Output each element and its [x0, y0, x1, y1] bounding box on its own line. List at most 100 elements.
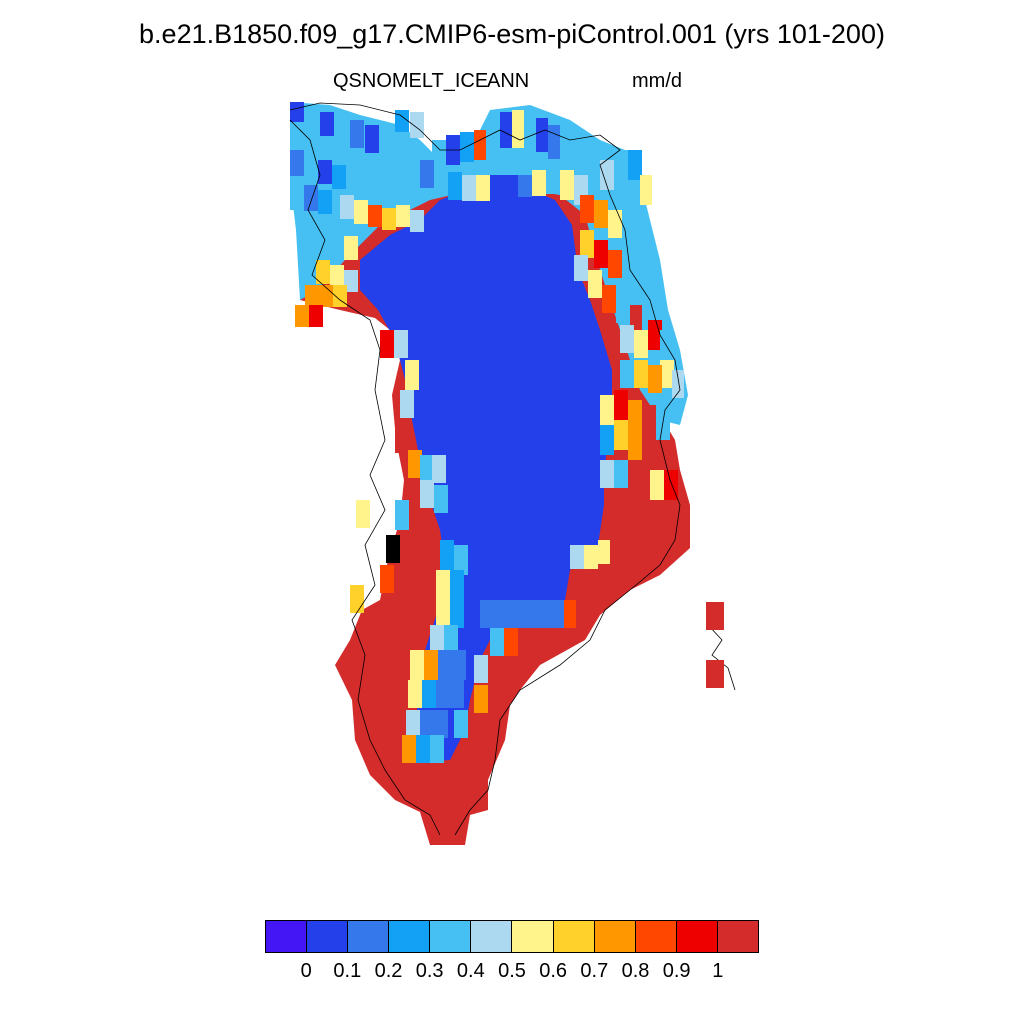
grid-cell	[476, 175, 490, 201]
colorbar-swatch	[266, 921, 308, 952]
grid-cell	[560, 130, 572, 160]
grid-cell	[346, 170, 360, 196]
grid-cell	[454, 545, 468, 575]
grid-cell	[304, 185, 318, 211]
grid-cell	[290, 180, 304, 210]
grid-cell	[504, 175, 518, 197]
grid-cell	[474, 130, 486, 160]
grid-cell	[600, 460, 614, 488]
grid-cell	[436, 680, 450, 708]
grid-cell	[295, 305, 309, 327]
colorbar-tick-label: 0	[300, 960, 312, 982]
grid-cell	[628, 150, 642, 180]
grid-cell	[420, 480, 434, 508]
colorbar-tick-label: 0.9	[662, 960, 691, 982]
colorbar-swatch	[594, 921, 636, 952]
grid-cell	[402, 735, 416, 763]
grid-cell	[634, 360, 648, 388]
colorbar-tick-labels: 0 0.1 0.2 0.3 0.4 0.5 0.6 0.7 0.8 0.9 1	[0, 958, 1024, 988]
grid-cell	[570, 545, 584, 569]
grid-cell	[332, 165, 346, 189]
grid-cell	[462, 175, 476, 201]
grid-cell	[460, 132, 474, 162]
grid-cell	[290, 102, 304, 122]
grid-cell	[536, 600, 550, 628]
grid-cell	[628, 400, 642, 430]
grid-cell	[344, 236, 358, 260]
grid-cell	[368, 205, 382, 227]
island-cell	[706, 660, 724, 688]
grid-cell	[400, 390, 414, 418]
colorbar-swatch	[512, 921, 554, 952]
grid-cell	[642, 405, 656, 435]
colorbar-tick-label: 0.8	[621, 960, 650, 982]
grid-cell	[395, 110, 409, 132]
plot-title: b.e21.B1850.f09_g17.CMIP6-esm-piControl.…	[139, 19, 885, 49]
grid-cell	[386, 535, 400, 563]
grid-cell	[454, 710, 468, 738]
units-label: mm/d	[632, 70, 682, 92]
grid-cell	[564, 600, 576, 628]
grid-cell	[434, 710, 448, 738]
grid-cell	[318, 190, 332, 214]
grid-cell	[320, 112, 334, 136]
grid-cell	[522, 600, 536, 628]
grid-cell	[594, 200, 608, 228]
grid-cell	[508, 600, 522, 628]
grid-cell	[672, 370, 684, 398]
grid-cell	[490, 175, 504, 197]
grid-cell	[614, 150, 628, 180]
grid-cell	[532, 170, 546, 196]
grid-cell	[354, 200, 368, 224]
coastline-north	[289, 102, 546, 151]
grid-cell	[309, 305, 323, 327]
interior-ice-region	[360, 185, 612, 762]
grid-cell	[340, 195, 354, 219]
grid-cell	[550, 600, 564, 628]
grid-cell	[305, 108, 319, 130]
grid-cell	[408, 680, 422, 708]
grid-cell	[600, 160, 614, 190]
grid-cell	[634, 330, 648, 358]
grid-cell	[474, 655, 488, 683]
grid-cell	[600, 395, 614, 425]
grid-cell	[602, 285, 616, 313]
coastline-west	[289, 119, 441, 836]
colorbar-swatch	[430, 921, 472, 952]
grid-cell	[395, 425, 409, 453]
grid-cell	[405, 360, 419, 390]
grid-cell	[316, 260, 330, 284]
grid-cell	[518, 175, 532, 197]
grid-cell	[396, 205, 410, 227]
colorbar-swatch	[348, 921, 390, 952]
grid-cell	[394, 330, 408, 358]
colorbar-tick-label: 0.3	[415, 960, 444, 982]
colorbar-swatch	[635, 921, 677, 952]
grid-cell	[406, 710, 420, 738]
grid-cell	[628, 430, 642, 460]
grid-cell	[622, 255, 636, 283]
grid-cell	[356, 500, 370, 528]
grid-cell	[614, 420, 628, 450]
grid-cell	[422, 680, 436, 708]
grid-cell	[410, 650, 424, 680]
grid-cell	[318, 160, 332, 184]
colorbar-swatch	[717, 921, 758, 952]
grid-cell	[574, 255, 588, 281]
grid-cell	[420, 455, 434, 483]
grid-cell	[640, 175, 652, 205]
grid-cell	[444, 625, 458, 653]
grid-cell	[380, 565, 394, 593]
grid-cell	[664, 470, 678, 500]
colorbar	[265, 920, 759, 953]
colorbar-tick-label: 0.6	[539, 960, 568, 982]
grid-cell	[450, 570, 464, 600]
grid-cell	[365, 125, 379, 153]
grid-cell	[500, 112, 512, 148]
grid-cell	[480, 600, 494, 628]
grid-cell	[382, 208, 396, 230]
grid-cell	[448, 172, 462, 200]
grid-cell	[436, 600, 450, 628]
colorbar-swatch	[307, 921, 349, 952]
